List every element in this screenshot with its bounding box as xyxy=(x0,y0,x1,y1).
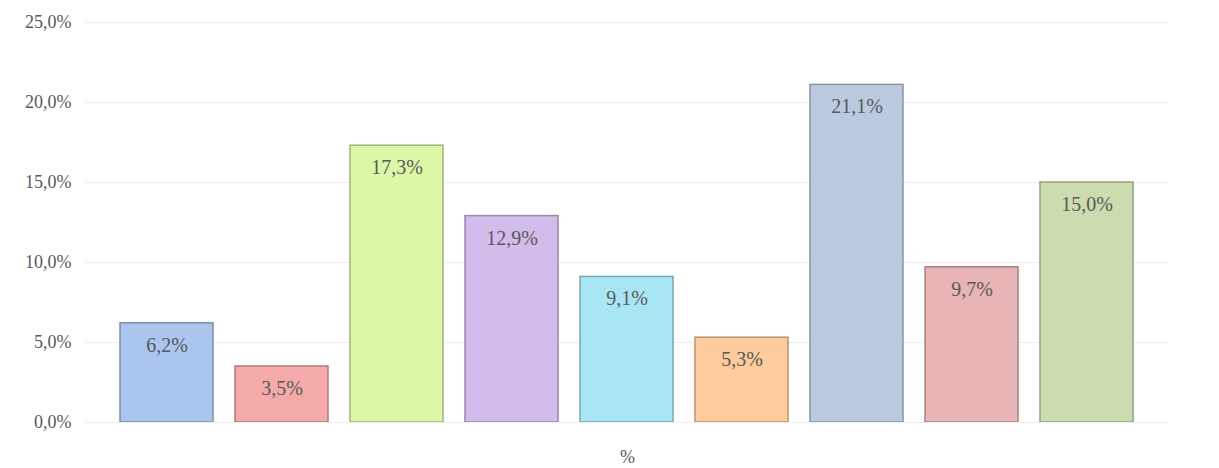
svg-text:25,0%: 25,0% xyxy=(25,12,72,32)
svg-text:9,7%: 9,7% xyxy=(951,278,993,300)
svg-text:21,1%: 21,1% xyxy=(831,95,883,117)
svg-text:20,0%: 20,0% xyxy=(25,92,72,112)
svg-text:5,0%: 5,0% xyxy=(34,332,72,352)
svg-text:6,2%: 6,2% xyxy=(146,334,188,356)
svg-text:10,0%: 10,0% xyxy=(25,252,72,272)
svg-text:5,3%: 5,3% xyxy=(721,348,763,370)
svg-text:17,3%: 17,3% xyxy=(371,156,423,178)
svg-text:9,1%: 9,1% xyxy=(606,287,648,309)
svg-text:%: % xyxy=(620,447,635,467)
svg-text:15,0%: 15,0% xyxy=(25,172,72,192)
svg-text:3,5%: 3,5% xyxy=(261,377,303,399)
svg-text:0,0%: 0,0% xyxy=(34,412,72,432)
svg-text:15,0%: 15,0% xyxy=(1061,193,1113,215)
svg-text:12,9%: 12,9% xyxy=(486,227,538,249)
